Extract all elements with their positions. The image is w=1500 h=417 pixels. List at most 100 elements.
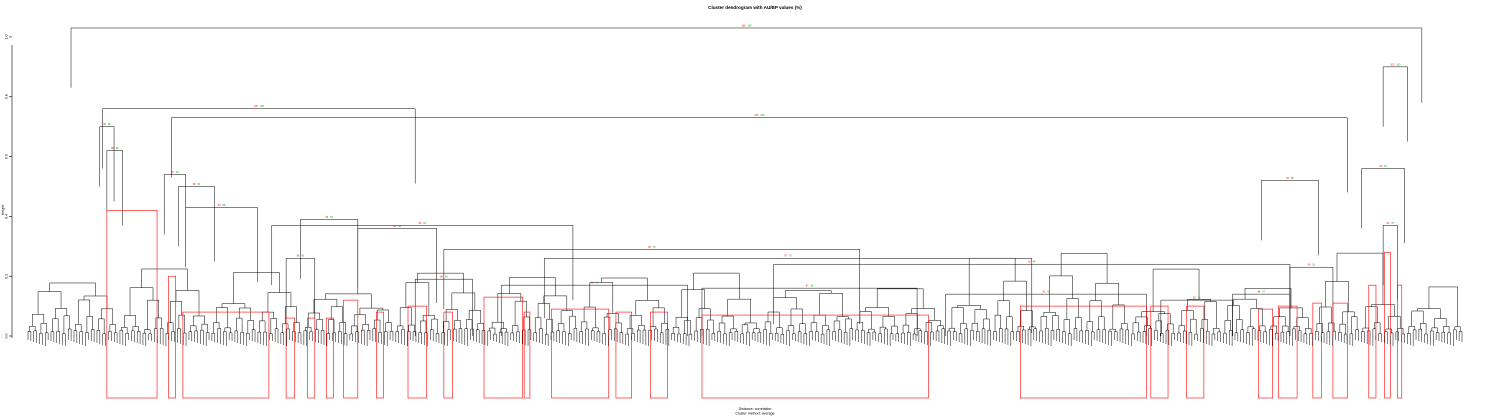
bp-value: 35: [811, 285, 814, 288]
cluster-box: [650, 311, 668, 399]
dendrogram-branch: [884, 328, 888, 336]
dendrogram-branch: [638, 325, 645, 331]
cluster-box: [1312, 302, 1322, 399]
dendrogram-branch: [113, 332, 118, 336]
dendrogram-branch: [213, 322, 220, 334]
dendrogram-branch: [476, 329, 480, 336]
dendrogram-branch: [744, 322, 757, 329]
bp-value: 39: [445, 276, 448, 279]
y-tick-label: 1.0: [5, 34, 9, 39]
dendrogram-branch: [1385, 328, 1392, 333]
dendrogram-branch: [723, 333, 727, 336]
dendrogram-branch: [930, 331, 934, 336]
dendrogram-branch: [221, 303, 246, 308]
dendrogram-branch: [447, 329, 451, 336]
dendrogram-branch: [912, 333, 917, 336]
bp-value: 81: [423, 222, 426, 225]
cluster-box: [1186, 305, 1205, 399]
bp-value: 92: [1384, 165, 1387, 168]
dendrogram-branch: [878, 333, 882, 336]
dendrogram-branch: [537, 303, 550, 320]
au-value: 92: [1028, 261, 1031, 264]
dendrogram-branch: [911, 308, 935, 321]
dendrogram-branch: [1435, 332, 1440, 336]
dendrogram-branch: [1040, 316, 1047, 331]
dendrogram-branch: [983, 318, 990, 331]
dendrogram-branch: [1338, 331, 1342, 336]
au-value: 86: [297, 255, 300, 258]
dendrogram-branch: [224, 327, 231, 333]
dendrogram-branch: [418, 332, 422, 336]
dendrogram-branch: [707, 319, 714, 334]
dendrogram-branch: [585, 328, 589, 336]
dendrogram-branch: [217, 328, 221, 336]
dendrogram-branch: [753, 328, 760, 333]
dendrogram-branch: [859, 311, 872, 330]
cluster-box: [343, 299, 359, 399]
au-value: 95: [648, 246, 651, 249]
dendrogram-branch: [615, 322, 622, 333]
dendrogram-branch: [717, 331, 721, 336]
dendrogram-branch: [1190, 318, 1197, 335]
dendrogram-branch: [1453, 329, 1457, 336]
dendrogram-branch: [148, 333, 152, 336]
dendrogram-branch: [997, 300, 1010, 317]
dendrogram-branch: [1315, 331, 1319, 336]
dendrogram-branch: [211, 332, 216, 336]
dendrogram-branch: [1342, 311, 1355, 325]
dendrogram-branch: [1355, 329, 1359, 336]
dendrogram-branch: [1339, 323, 1346, 335]
dendrogram-branch: [819, 293, 843, 317]
dendrogram-branch: [1154, 330, 1158, 336]
au-value: 94: [1379, 165, 1382, 168]
dendrogram-branch: [359, 307, 384, 315]
dendrogram-branch: [556, 330, 560, 336]
dendrogram-branch: [1227, 305, 1240, 321]
dendrogram-branch: [591, 330, 595, 336]
dendrogram-branch: [401, 328, 405, 336]
cluster-box: [1150, 305, 1169, 399]
dendrogram-branch: [320, 330, 325, 336]
dendrogram-branch: [626, 328, 634, 335]
dendrogram-branch: [606, 313, 619, 323]
dendrogram-branch: [1131, 333, 1135, 336]
dendrogram-branch: [1305, 328, 1312, 334]
dendrogram-branch: [1144, 325, 1151, 332]
dendrogram-branch: [866, 332, 871, 336]
dendrogram-branch: [882, 316, 895, 328]
au-value: 91: [1042, 291, 1045, 294]
dendrogram-branch: [407, 331, 411, 336]
dendrogram-branch: [1282, 325, 1289, 333]
dendrogram-branch: [1062, 331, 1066, 336]
bp-value: 100: [747, 24, 752, 27]
dendrogram-branch: [730, 328, 737, 333]
dendrogram-branch: [267, 292, 292, 313]
dendrogram-branch: [718, 322, 726, 334]
dendrogram-branch: [865, 307, 889, 317]
dendrogram-branch: [185, 207, 258, 283]
dendrogram-branch: [464, 328, 468, 336]
dendrogram-branch: [451, 292, 476, 311]
dendrogram-branch: [813, 314, 826, 326]
dendrogram-branch: [33, 330, 37, 336]
dendrogram-branch: [240, 331, 244, 336]
dendrogram-branch: [1022, 329, 1026, 336]
dendrogram-branch: [1251, 328, 1256, 336]
dendrogram-branch: [1424, 333, 1428, 336]
dendrogram-branch: [1286, 331, 1290, 336]
dendrogram-branch: [52, 318, 59, 332]
dendrogram-branch: [941, 328, 945, 336]
dendrogram-branch: [861, 330, 865, 336]
bp-value: 89: [223, 204, 226, 207]
dendrogram-branch: [671, 332, 675, 336]
dendrogram-branch: [1279, 307, 1303, 318]
dendrogram-branch: [642, 329, 647, 336]
dendrogram-branch: [1328, 322, 1335, 332]
dendrogram-branch: [499, 332, 503, 336]
dendrogram-branch: [1142, 331, 1147, 336]
dendrogram-branch: [86, 316, 93, 333]
dendrogram-branch: [1205, 330, 1210, 336]
dendrogram-branch: [313, 298, 338, 314]
dendrogram-branch: [106, 150, 123, 226]
dendrogram-branch: [1132, 322, 1139, 334]
